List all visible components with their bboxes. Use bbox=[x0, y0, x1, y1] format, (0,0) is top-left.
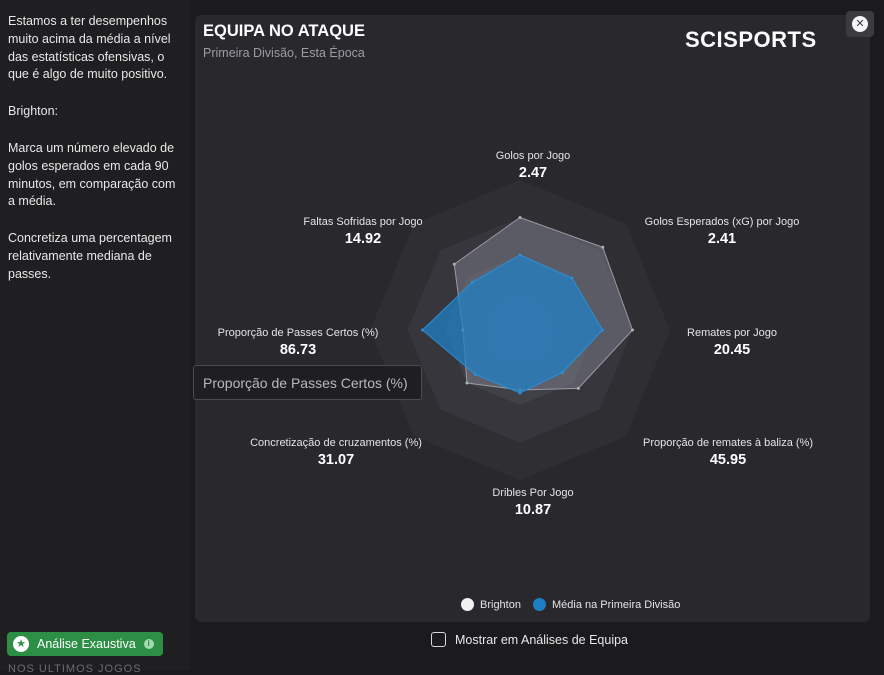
panel-subtitle: Primeira Divisão, Esta Época bbox=[203, 46, 365, 60]
radar-point bbox=[473, 373, 477, 377]
metric-value: 31.07 bbox=[317, 452, 355, 468]
metric-value: 45.95 bbox=[709, 452, 747, 468]
star-icon: ★ bbox=[13, 636, 29, 652]
metric-value: 20.45 bbox=[713, 342, 751, 358]
radar-point bbox=[518, 391, 522, 395]
radar-point bbox=[570, 276, 574, 280]
legend-label: Brighton bbox=[480, 598, 521, 611]
radar-point bbox=[560, 370, 564, 374]
insight-text: Marca um número elevado de golos esperad… bbox=[8, 140, 176, 209]
metric-value: 14.92 bbox=[344, 231, 382, 247]
metric-label: Faltas Sofridas por Jogo bbox=[303, 216, 423, 228]
analysis-badge[interactable]: ★ Análise Exaustiva i bbox=[7, 632, 163, 656]
legend-item-brighton: Brighton bbox=[461, 598, 521, 611]
metric-label: Remates por Jogo bbox=[687, 327, 777, 339]
metric-5: Concretização de cruzamentos (%) 31.07 bbox=[250, 437, 422, 468]
metric-label: Proporção de remates à baliza (%) bbox=[643, 437, 813, 449]
metric-2: Remates por Jogo 20.45 bbox=[687, 327, 777, 358]
legend-label: Média na Primeira Divisão bbox=[551, 598, 681, 611]
insight-text: Concretiza uma percentagem relativamente… bbox=[8, 231, 172, 281]
metric-label: Golos Esperados (xG) por Jogo bbox=[644, 216, 800, 228]
metric-6: Proporção de Passes Certos (%) 86.73 bbox=[218, 327, 379, 358]
metric-label: Proporção de Passes Certos (%) bbox=[217, 327, 379, 339]
radar-point bbox=[452, 262, 456, 266]
scisports-logo: SCISPORTS bbox=[685, 27, 817, 52]
radar-point bbox=[576, 386, 580, 390]
legend-dot-brighton bbox=[461, 598, 474, 611]
badge-label: Análise Exaustiva bbox=[37, 637, 136, 651]
radar-point bbox=[465, 381, 469, 385]
radar-series bbox=[421, 216, 634, 395]
close-button[interactable]: ✕ bbox=[846, 11, 874, 37]
metric-value: 86.73 bbox=[279, 342, 317, 358]
radar-point bbox=[421, 328, 424, 332]
legend-item-league-average: Média na Primeira Divisão bbox=[532, 598, 681, 611]
radar-point bbox=[518, 216, 522, 219]
metric-value: 2.47 bbox=[518, 165, 548, 181]
metric-value: 10.87 bbox=[514, 502, 552, 518]
team-heading: Brighton: bbox=[8, 104, 59, 119]
metric-4: Dribles Por Jogo 10.87 bbox=[492, 487, 573, 518]
metric-7: Faltas Sofridas por Jogo 14.92 bbox=[303, 216, 422, 247]
legend-dot-league-average bbox=[532, 598, 546, 611]
tooltip: Proporção de Passes Certos (%) bbox=[193, 365, 422, 400]
metric-value: 2.41 bbox=[707, 231, 737, 247]
summary-text: Estamos a ter desempenhos muito acima da… bbox=[8, 14, 171, 82]
metric-1: Golos Esperados (xG) por Jogo 2.41 bbox=[645, 216, 800, 247]
info-icon[interactable]: i bbox=[143, 639, 154, 649]
close-icon: ✕ bbox=[852, 16, 868, 32]
checkbox-box[interactable] bbox=[431, 632, 446, 647]
radar-point bbox=[470, 280, 474, 284]
panel-title: EQUIPA NO ATAQUE bbox=[203, 22, 365, 40]
metric-0: Golos por Jogo 2.47 bbox=[496, 150, 571, 181]
radar-point bbox=[518, 253, 522, 257]
radar-point bbox=[601, 328, 604, 332]
sidebar: Estamos a ter desempenhos muito acima da… bbox=[0, 0, 190, 670]
checkbox-label: Mostrar em Análises de Equipa bbox=[455, 632, 629, 647]
radar-point bbox=[631, 328, 634, 332]
metric-3: Proporção de remates à baliza (%) 45.95 bbox=[643, 437, 813, 468]
chart-legend: Brighton Média na Primeira Divisão bbox=[461, 598, 692, 611]
metric-label: Dribles Por Jogo bbox=[492, 487, 574, 499]
radar-point bbox=[601, 245, 605, 249]
metric-label: Concretização de cruzamentos (%) bbox=[250, 437, 422, 449]
show-in-team-analysis-checkbox[interactable]: Mostrar em Análises de Equipa bbox=[431, 632, 628, 647]
metric-label: Golos por Jogo bbox=[495, 150, 571, 162]
